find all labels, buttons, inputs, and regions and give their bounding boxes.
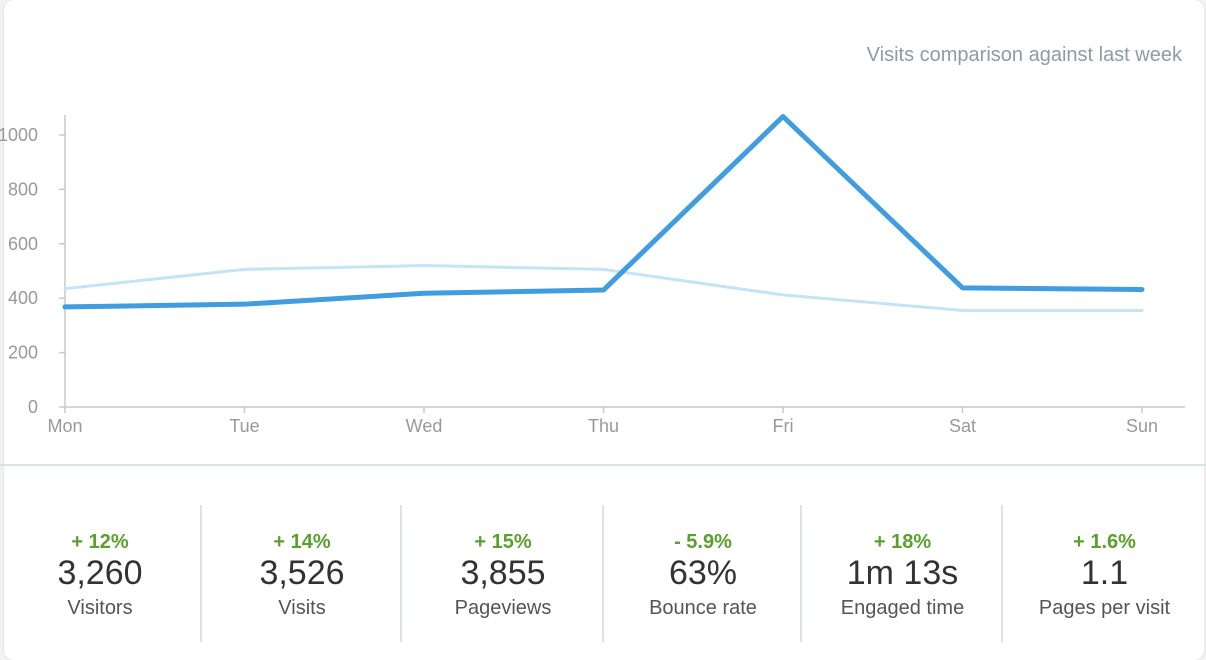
stat-label: Bounce rate [649,597,757,619]
chart-subtitle: Visits comparison against last week [866,44,1182,66]
divider [0,464,1206,466]
x-tick-label: Mon [47,416,82,436]
y-tick-label: 400 [8,288,38,308]
stat-label: Engaged time [840,597,965,619]
stat-label: Pageviews [454,597,552,619]
stat-value: 3,855 [460,554,546,592]
stat-label: Visitors [67,597,133,619]
x-tick-label: Wed [406,416,443,436]
stat-label: Visits [278,597,326,619]
stat-label: Pages per visit [1038,597,1171,619]
stat-value: 1.1 [1080,554,1129,592]
stat-value: 3,526 [259,554,345,592]
stat-engaged-time: + 18% 1m 13s Engaged time [800,505,1003,642]
y-tick-label: 800 [8,179,38,199]
stat-delta: - 5.9% [674,531,732,553]
stat-value: 63% [668,554,738,592]
y-tick-label: 600 [8,234,38,254]
stat-value: 3,260 [57,554,143,592]
x-tick-label: Fri [773,416,794,436]
series-line-last-week [63,264,1144,312]
analytics-card: Visits comparison against last week [4,0,1204,660]
stat-pages-per-visit: + 1.6% 1.1 Pages per visit [1001,505,1206,642]
stat-delta: + 12% [71,531,129,553]
x-tick-label: Tue [229,416,259,436]
stat-delta: + 18% [873,531,932,553]
y-tick-label: 0 [28,397,38,417]
stat-visitors: + 12% 3,260 Visitors [0,505,200,642]
stats-row: + 12% 3,260 Visitors + 14% 3,526 Visits … [0,505,1206,642]
x-tick-label: Sun [1126,416,1158,436]
y-tick-label: 200 [8,343,38,363]
stat-value: 1m 13s [846,554,959,592]
stat-bounce-rate: - 5.9% 63% Bounce rate [602,505,802,642]
stat-visits: + 14% 3,526 Visits [200,505,402,642]
x-tick-label: Thu [588,416,619,436]
series-line-this-week [62,114,1145,310]
stat-delta: + 14% [273,531,331,553]
stat-delta: + 1.6% [1073,531,1136,553]
y-tick-label: 1000 [0,125,38,145]
x-tick-label: Sat [949,416,976,436]
stat-pageviews: + 15% 3,855 Pageviews [400,505,604,642]
stat-delta: + 15% [474,531,532,553]
visits-line-chart: 0 200 400 600 800 1000 Mon Tue Wed Thu Fri Sat Sun [0,114,1185,436]
